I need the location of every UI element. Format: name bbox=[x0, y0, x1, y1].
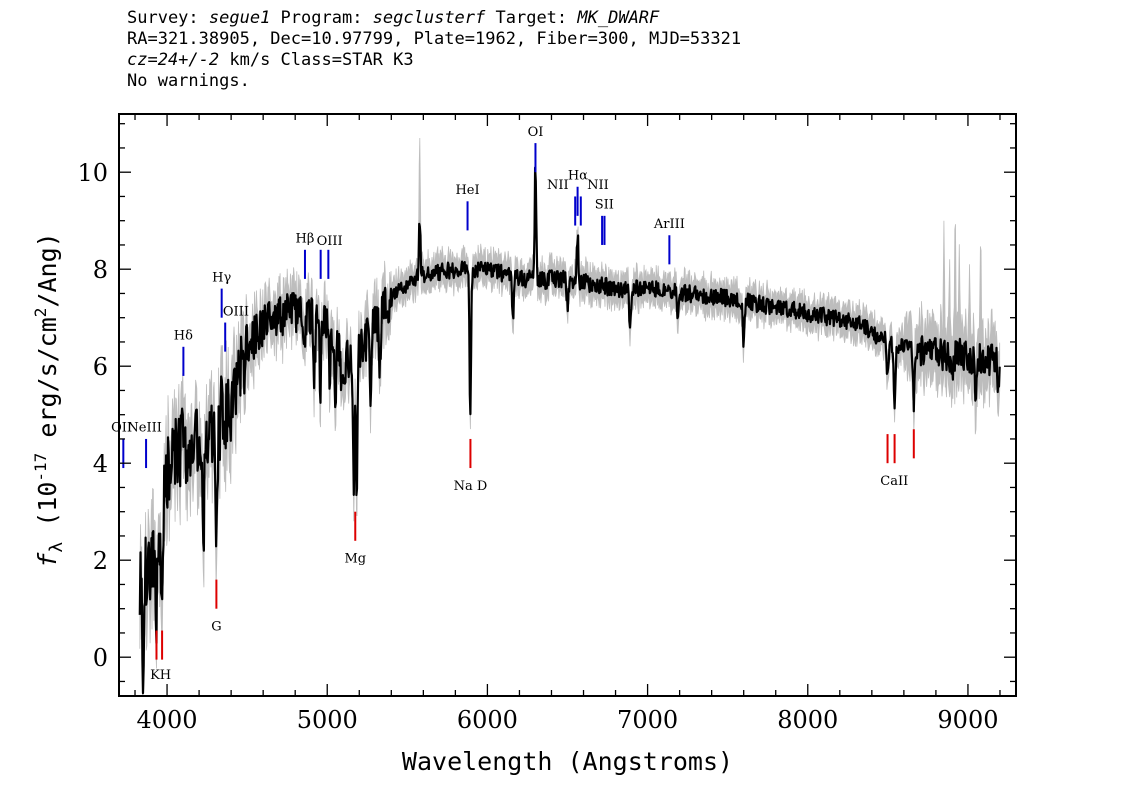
program-label: Program: bbox=[270, 8, 373, 28]
flux-series bbox=[138, 166, 1001, 695]
target-value: MK_DWARF bbox=[577, 8, 660, 28]
plot-axes bbox=[118, 113, 1017, 697]
absorption-line-label: Na D bbox=[454, 479, 488, 494]
absorption-line-label: K bbox=[150, 668, 160, 683]
x-tick-label: 5000 bbox=[297, 706, 358, 734]
y-tick-label: 10 bbox=[77, 159, 108, 187]
emission-line-label: NII bbox=[587, 178, 609, 193]
emission-line-label: HeI bbox=[455, 183, 479, 198]
header-line-coords: RA=321.38905, Dec=10.97799, Plate=1962, … bbox=[127, 29, 742, 49]
emission-line-label: SII bbox=[595, 198, 614, 213]
y-tick-label: 6 bbox=[93, 353, 108, 381]
y-axis-title: fλ (10-17 erg/s/cm2/Ang) bbox=[31, 232, 67, 567]
y-title-per-ang: /Ang) bbox=[33, 232, 62, 307]
absorption-line-label: Mg bbox=[344, 552, 366, 567]
emission-line-label: OIII bbox=[223, 304, 249, 319]
emission-line-label: OIII bbox=[317, 234, 343, 249]
header-line-class: cz=24+/-2 km/s Class=STAR K3 bbox=[127, 50, 741, 71]
target-label: Target: bbox=[485, 8, 578, 28]
x-axis-title: Wavelength (Angstroms) bbox=[402, 747, 733, 776]
emission-line-label: ArIII bbox=[653, 217, 685, 232]
emission-line-label: Hα bbox=[568, 168, 588, 183]
tick-labels: 4000 5000 6000 7000 8000 9000 0 2 4 6 8 10 bbox=[77, 159, 998, 734]
y-tick-label: 8 bbox=[93, 256, 108, 284]
survey-label: Survey: bbox=[127, 8, 209, 28]
emission-line-label: Hδ bbox=[174, 329, 193, 344]
absorption-line-label: H bbox=[160, 668, 171, 683]
emission-line-label: NeIII bbox=[127, 421, 161, 436]
x-tick-label: 8000 bbox=[777, 706, 838, 734]
emission-line-label: NII bbox=[547, 178, 569, 193]
redshift-value: cz=24+/-2 bbox=[127, 50, 220, 70]
emission-line-label: OII bbox=[111, 421, 132, 436]
absorption-line-label: G bbox=[211, 620, 221, 635]
program-value: segclusterf bbox=[372, 8, 486, 28]
x-tick-label: 9000 bbox=[937, 706, 998, 734]
y-tick-label: 2 bbox=[93, 547, 108, 575]
emission-line-label: Hβ bbox=[296, 232, 315, 247]
y-tick-label: 0 bbox=[93, 644, 108, 672]
class-value: km/s Class=STAR K3 bbox=[219, 50, 414, 70]
y-title-lambda: λ bbox=[46, 542, 67, 553]
x-tick-label: 7000 bbox=[617, 706, 678, 734]
y-title-units: erg/s/cm bbox=[33, 317, 62, 452]
y-title-exponent: -17 bbox=[31, 453, 50, 482]
y-title-scale: (10 bbox=[33, 482, 62, 542]
y-tick-label: 4 bbox=[93, 450, 108, 478]
emission-line-label: OI bbox=[528, 125, 544, 140]
y-title-f: f bbox=[33, 552, 62, 568]
x-tick-label: 4000 bbox=[137, 706, 198, 734]
absorption-line-label: CaII bbox=[880, 474, 908, 489]
error-series bbox=[139, 137, 1001, 697]
flux-line bbox=[138, 166, 1001, 695]
header-line-survey: Survey: segue1 Program: segclusterf Targ… bbox=[127, 8, 741, 29]
spectrum-header: Survey: segue1 Program: segclusterf Targ… bbox=[127, 8, 741, 92]
error-band bbox=[139, 137, 1001, 697]
emission-line-label: Hγ bbox=[212, 270, 231, 285]
plot-frame bbox=[118, 113, 1017, 697]
survey-value: segue1 bbox=[208, 8, 271, 28]
y-title-exponent-2: 2 bbox=[31, 308, 50, 318]
header-line-warnings: No warnings. bbox=[127, 71, 250, 91]
x-tick-label: 6000 bbox=[457, 706, 518, 734]
